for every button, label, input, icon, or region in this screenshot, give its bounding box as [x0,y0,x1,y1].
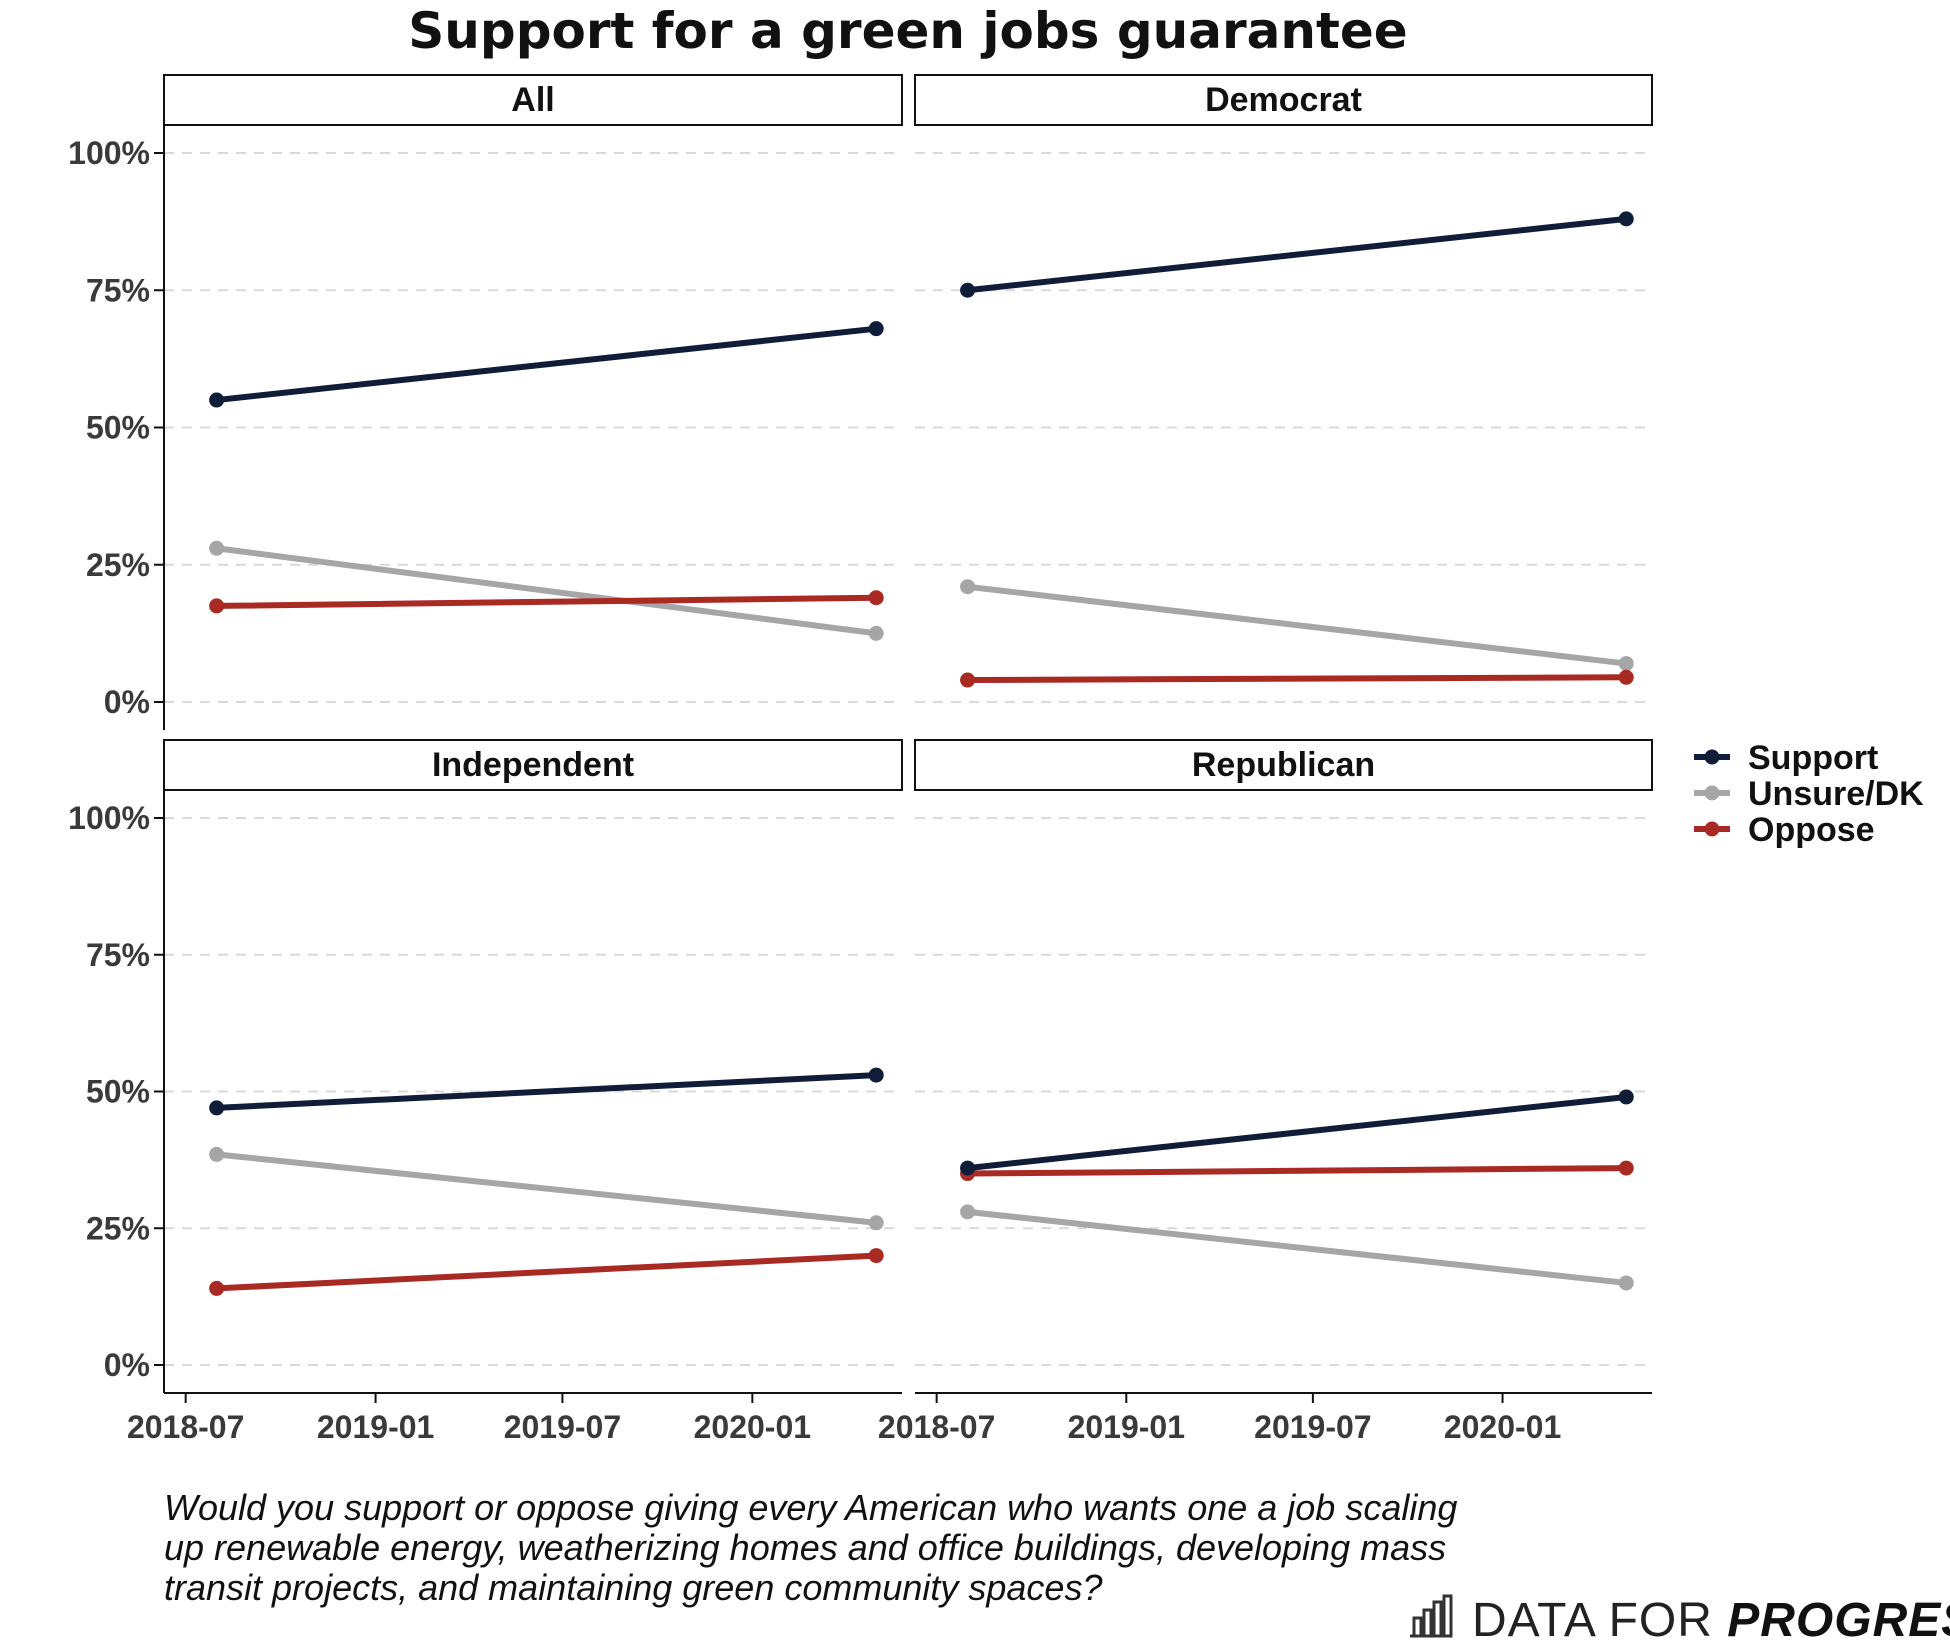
point-unsure-dk [1618,1275,1634,1291]
brand-text-part1: DATA FOR [1472,1594,1727,1647]
legend-key-point [1704,785,1720,801]
point-oppose [868,590,884,606]
point-oppose [960,672,976,688]
legend-item-unsure-dk: Unsure/DK [1694,775,1924,813]
legend-key-point [1704,821,1720,837]
point-support [209,1100,225,1116]
point-support [960,1160,976,1176]
y-tick-label: 50% [86,1074,150,1110]
y-tick-label: 25% [86,547,150,583]
strip-label: Democrat [1205,81,1362,119]
series-line-oppose [964,674,1630,684]
y-tick-label: 0% [104,684,150,720]
panel-independent: Independent 0% 25% 50% 75% 100% 2018-07 2019-01… [68,739,903,1445]
series-line-support [964,215,1630,294]
series-line-unsure-dk [964,1208,1630,1286]
panel-all: All 0% 25% 50% 75% 100% [68,74,903,730]
series-line-oppose [964,1165,1630,1177]
point-support [209,392,225,408]
y-tick-label: 100% [68,800,150,836]
strip-box [163,739,903,791]
point-oppose [209,1280,225,1296]
series-line-oppose [213,1252,880,1292]
point-support [1618,1089,1634,1105]
point-support [868,321,884,337]
series-line-unsure-dk [213,545,880,637]
legend-label: Support [1748,739,1878,777]
panels: All 0% 25% 50% 75% 100% Democrat Independent 0% 2… [68,74,1653,1445]
caption-line: up renewable energy, weatherizing homes … [164,1527,1446,1568]
x-tick-label: 2019-07 [1254,1409,1371,1445]
series-line-oppose [213,594,880,609]
strip-box [163,74,903,126]
point-oppose [868,1248,884,1264]
point-unsure-dk [1618,656,1634,672]
y-tick-label: 100% [68,135,150,171]
brand-text-part2: PROGRESS [1727,1594,1950,1647]
strip-label: Independent [432,746,634,784]
y-tick-label: 0% [104,1347,150,1383]
y-tick-label: 50% [86,410,150,446]
point-unsure-dk [209,540,225,556]
point-support [868,1067,884,1083]
point-unsure-dk [960,1204,976,1220]
x-tick-label: 2019-07 [504,1409,621,1445]
legend-item-oppose: Oppose [1694,811,1875,849]
caption-line: Would you support or oppose giving every… [164,1487,1457,1528]
series-line-support [213,1072,880,1111]
series-line-unsure-dk [964,583,1630,667]
strip-label: All [511,81,554,119]
x-tick-label: 2018-07 [878,1409,995,1445]
point-oppose [1618,1160,1634,1176]
series-line-support [964,1093,1630,1172]
y-tick-label: 75% [86,272,150,308]
series-line-unsure-dk [213,1151,880,1226]
strip-box [914,74,1653,126]
y-tick-label: 25% [86,1210,150,1246]
point-unsure-dk [209,1146,225,1162]
strip-label: Republican [1192,746,1375,784]
x-tick-label: 2018-07 [127,1409,244,1445]
panel-democrat: Democrat [914,74,1653,703]
caption-line: transit projects, and maintaining green … [164,1567,1102,1608]
legend-label: Oppose [1748,811,1875,849]
brand-text: DATA FOR PROGRESS [1472,1594,1950,1647]
chart-title: Support for a green jobs guarantee [408,2,1407,60]
x-tick-label: 2020-01 [1444,1409,1561,1445]
x-tick-label: 2019-01 [1068,1409,1185,1445]
bar-chart-icon [1410,1594,1453,1638]
point-unsure-dk [960,579,976,595]
legend-item-support: Support [1694,739,1878,777]
question-caption: Would you support or oppose giving every… [164,1487,1457,1608]
panel-republican: Republican 2018-07 2019-01 2019-07 2020-01 [878,739,1653,1445]
series-line-support [213,325,880,404]
point-support [1618,211,1634,227]
point-support [960,282,976,298]
legend-label: Unsure/DK [1748,775,1924,813]
point-oppose [1618,669,1634,685]
strip-box [914,739,1653,791]
point-oppose [209,598,225,614]
x-tick-label: 2019-01 [317,1409,434,1445]
point-unsure-dk [868,625,884,641]
brand-logo: DATA FOR PROGRESS [1410,1594,1950,1647]
legend-key-point [1704,749,1720,765]
point-unsure-dk [868,1215,884,1231]
x-tick-label: 2020-01 [694,1409,811,1445]
y-tick-label: 75% [86,937,150,973]
